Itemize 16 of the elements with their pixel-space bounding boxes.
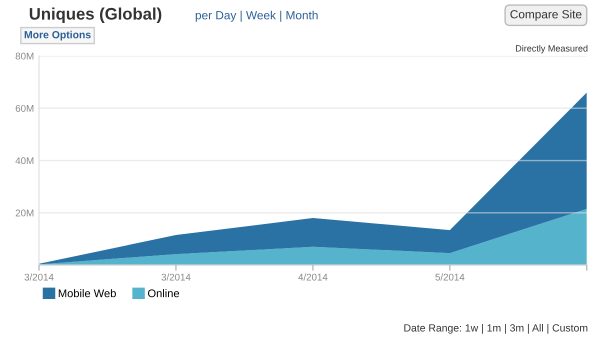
legend-label: Online: [148, 289, 180, 298]
legend-label: Mobile Web: [58, 289, 116, 298]
chart-title: Uniques (Global): [30, 7, 162, 24]
text: Directly Measured: [516, 44, 588, 54]
y-tick-label: 60M: [16, 104, 34, 112]
text: Date Range: 1w | 1m | 3m | All | Custom: [404, 324, 588, 334]
text: More Options: [24, 30, 91, 40]
y-tick-label: 40M: [15, 157, 34, 164]
chart-subtitle: per Day | Week | Month: [196, 10, 318, 22]
x-tick-label: 5/2014: [435, 273, 464, 281]
x-tick-label: 3/2014: [161, 273, 191, 281]
y-tick-label: 80M: [16, 52, 34, 60]
y-tick-label: 20M: [16, 210, 34, 216]
x-tick-label: 4/2014: [298, 273, 328, 281]
text: Compare Site: [510, 10, 582, 21]
x-tick-label: 3/2014: [24, 273, 54, 281]
